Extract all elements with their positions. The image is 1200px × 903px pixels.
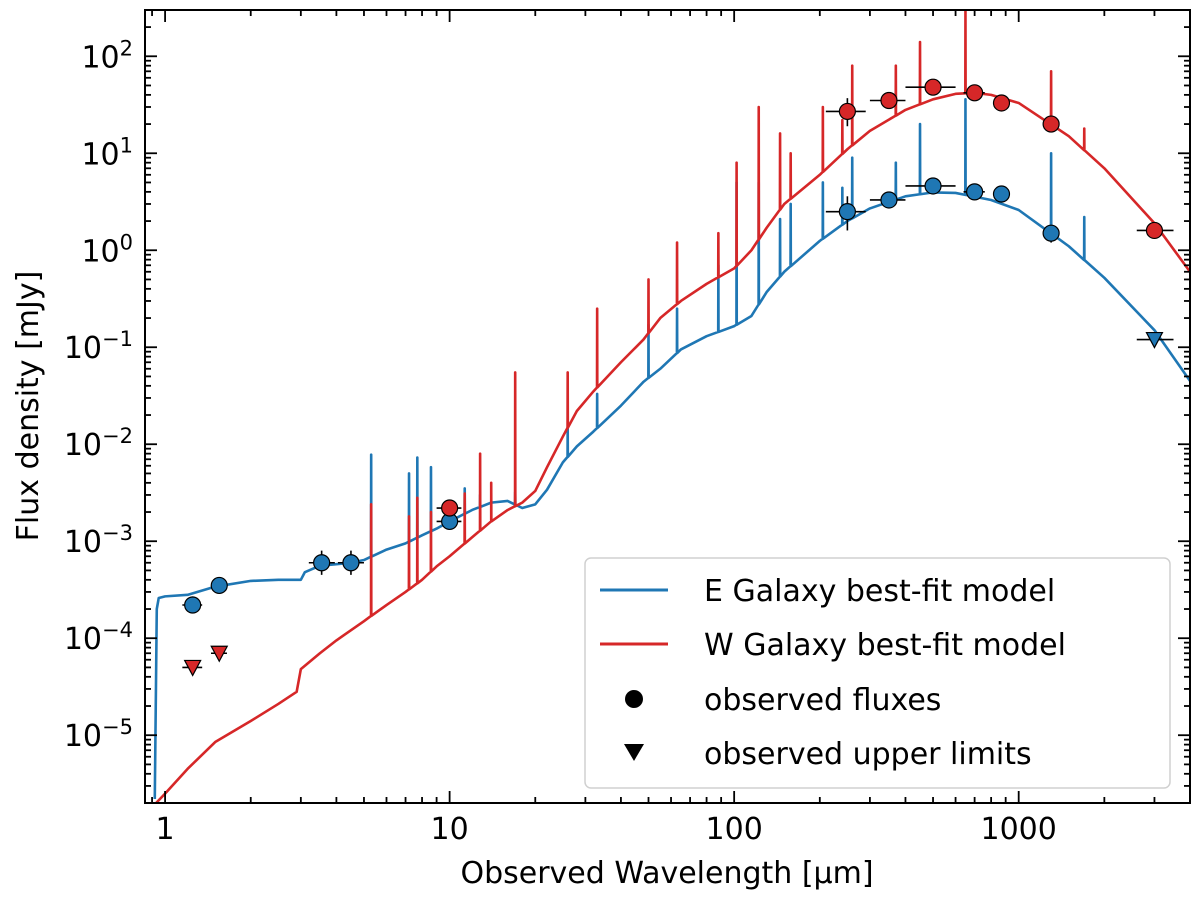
w-observed-point-2	[880, 91, 898, 110]
legend-label-w: W Galaxy best-fit model	[704, 628, 1066, 663]
e-observed-point-8	[966, 183, 984, 201]
x-tick-label-3: 1000	[981, 812, 1057, 847]
y-tick-label-2: 10−3	[64, 521, 133, 560]
legend-label-upper-limits: observed upper limits	[704, 737, 1032, 772]
w-upper-limit-1	[210, 645, 229, 663]
e-observed-point-10	[1042, 224, 1060, 242]
x-tick-label-2: 100	[706, 812, 763, 847]
y-tick-label-1: 10−4	[64, 618, 133, 657]
e-observed-point-2	[313, 554, 331, 572]
y-tick-label-5: 100	[81, 230, 133, 269]
x-tick-label-0: 1	[156, 812, 175, 847]
w-observed-point-0	[441, 499, 459, 517]
w-observed-point-4	[966, 84, 984, 102]
e-galaxy-model-line	[153, 98, 1190, 800]
y-tick-label-0: 10−5	[64, 715, 133, 754]
legend-label-observed: observed fluxes	[704, 683, 941, 718]
legend-circle-marker	[625, 690, 643, 708]
y-tick-label-7: 102	[81, 36, 133, 75]
w-observed-point-3	[924, 78, 942, 96]
e-observed-point-6	[880, 191, 898, 209]
data-markers	[182, 78, 1174, 677]
legend: E Galaxy best-fit model W Galaxy best-fi…	[584, 557, 1171, 789]
model-curves	[153, 10, 1190, 803]
e-observed-point-3	[342, 554, 360, 572]
tick-labels: 1 10 100 1000 10−5 10−4 10−3 10−2 10−1 100 101 102	[64, 36, 1057, 847]
w-observed-point-1	[838, 102, 856, 121]
plot-frame	[144, 9, 1191, 804]
y-tick-label-4: 10−1	[64, 327, 133, 366]
y-tick-label-3: 10−2	[64, 424, 133, 463]
e-upper-limit-0	[1145, 331, 1164, 349]
legend-box	[584, 557, 1171, 789]
w-upper-limit-0	[183, 659, 202, 677]
e-observed-point-9	[992, 185, 1011, 203]
legend-label-e: E Galaxy best-fit model	[704, 574, 1055, 609]
y-tick-label-6: 101	[81, 133, 133, 172]
w-observed-point-5	[992, 94, 1011, 112]
e-observed-point-0	[184, 596, 202, 614]
e-observed-point-5	[838, 203, 856, 221]
legend-triangle-marker	[624, 744, 644, 761]
x-axis-title: Observed Wavelength [μm]	[460, 856, 873, 891]
y-axis-title: Flux density [mJy]	[11, 271, 46, 542]
x-tick-label-1: 10	[431, 812, 469, 847]
e-observed-point-7	[924, 177, 942, 195]
w-observed-point-6	[1042, 115, 1060, 133]
w-observed-point-7	[1145, 221, 1164, 240]
e-observed-point-1	[210, 576, 228, 595]
w-galaxy-model-line	[155, 10, 1190, 803]
